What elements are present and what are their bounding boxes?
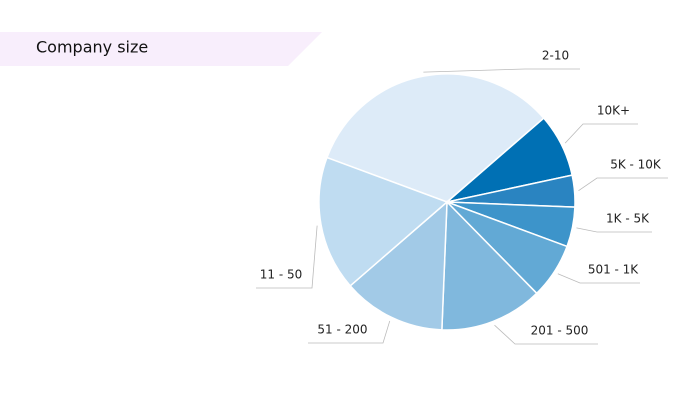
slice-label: 11 - 50 [260,268,303,282]
chart-title: Company size [36,38,148,57]
slice-label: 10K+ [597,104,630,118]
leader-line [557,273,640,284]
slice-label: 1K - 5K [606,212,650,226]
leader-line [578,177,668,192]
slice-label: 201 - 500 [531,324,589,338]
slice-label: 5K - 10K [610,158,662,172]
slice-label: 2-10 [542,49,569,63]
leader-line [564,123,638,144]
pie-slice [441,200,538,331]
leader-line [256,225,318,289]
slice-label: 501 - 1K [588,263,639,277]
slice-label: 51 - 200 [317,323,367,337]
leader-line [494,324,598,345]
pie-slice [318,156,449,287]
pie-slice [325,73,545,203]
pie [318,73,576,331]
title-banner [0,32,322,66]
pie-slice [349,200,448,331]
leader-line [423,68,580,73]
leader-line [308,320,391,344]
leader-line [576,227,652,233]
